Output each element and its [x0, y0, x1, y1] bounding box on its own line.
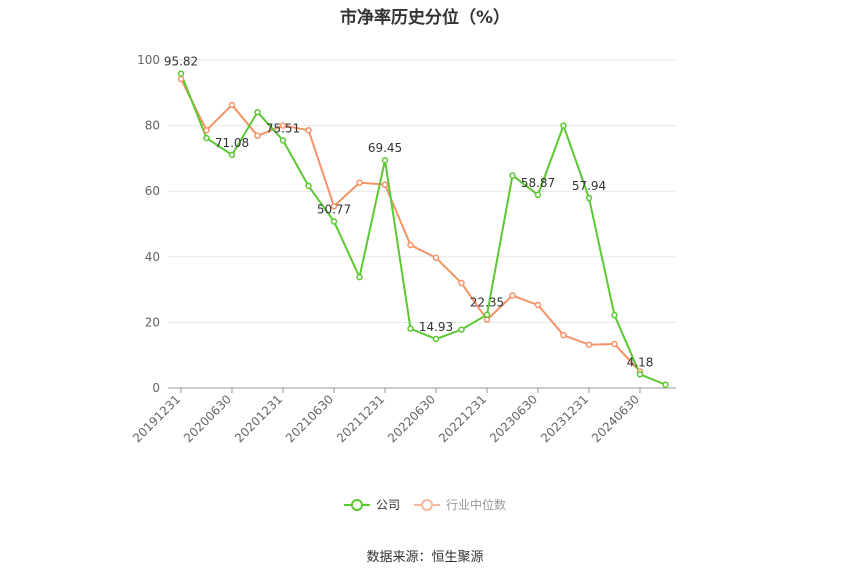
- data-point-company: [356, 273, 363, 281]
- data-label: 95.82: [164, 55, 198, 69]
- data-point-company: [432, 335, 440, 343]
- legend-company-label: 公司: [375, 498, 400, 512]
- data-point-company: [458, 326, 465, 333]
- y-axis: 0 20 40 60 80 100: [137, 53, 160, 395]
- x-tick-label: 20200630: [181, 392, 234, 445]
- data-point-company: [534, 191, 542, 199]
- x-tick-label: 20230630: [487, 392, 540, 445]
- x-axis: 2019123120200630202012312021063020211231…: [130, 387, 676, 445]
- legend-company-swatch: [343, 498, 370, 511]
- y-tick-label: 40: [145, 250, 160, 264]
- data-point-industry: [381, 181, 389, 188]
- x-tick-label: 20240630: [589, 392, 642, 445]
- data-point-industry: [228, 101, 236, 109]
- x-tick-label: 20191231: [130, 392, 183, 445]
- data-point-industry: [458, 279, 465, 287]
- data-label: 69.45: [368, 141, 402, 155]
- x-tick-label: 20231231: [538, 392, 591, 445]
- series-points: [177, 70, 669, 388]
- chart-title: 市净率历史分位（%）: [339, 8, 511, 28]
- data-point-company: [203, 134, 210, 142]
- legend-industry-label: 行业中位数: [446, 498, 507, 512]
- data-point-company: [305, 182, 312, 190]
- data-point-company: [177, 70, 185, 77]
- y-tick-label: 0: [152, 381, 160, 395]
- x-tick-label: 20211231: [334, 392, 387, 445]
- data-point-company: [662, 381, 669, 388]
- data-point-industry: [483, 316, 491, 324]
- y-tick-label: 60: [145, 184, 160, 198]
- legend: 公司 行业中位数: [0, 496, 850, 513]
- x-tick-label: 20220630: [385, 392, 438, 445]
- data-point-company: [585, 194, 593, 202]
- data-point-industry: [585, 341, 593, 348]
- data-point-company: [381, 156, 389, 164]
- data-point-company: [407, 325, 414, 332]
- data-point-industry: [254, 132, 261, 140]
- data-label: 22.35: [470, 296, 504, 310]
- x-tick-label: 20221231: [436, 392, 489, 445]
- data-point-company: [330, 218, 338, 225]
- y-tick-label: 20: [145, 315, 160, 329]
- data-point-industry: [407, 241, 414, 249]
- data-point-company: [636, 371, 644, 378]
- legend-item-company[interactable]: 公司: [343, 496, 400, 513]
- data-labels: 95.82 71.08 75.51 50.77 69.45 14.93 22.35 58.87…: [164, 55, 654, 370]
- data-point-industry: [305, 126, 312, 134]
- data-point-industry: [356, 179, 363, 186]
- data-label: 57.94: [572, 179, 606, 193]
- data-point-industry: [203, 126, 210, 134]
- gridlines: [168, 59, 676, 323]
- data-point-company: [483, 311, 491, 318]
- source-note: 数据来源：恒生聚源: [366, 550, 484, 565]
- data-point-industry: [534, 301, 542, 309]
- x-tick-label: 20201231: [232, 392, 285, 445]
- data-point-industry: [177, 75, 185, 83]
- data-point-industry: [560, 331, 567, 339]
- data-point-company: [560, 122, 567, 129]
- data-point-company: [254, 108, 261, 116]
- data-point-industry: [611, 340, 618, 348]
- data-point-industry: [509, 292, 516, 299]
- data-point-industry: [279, 122, 287, 129]
- data-label: 75.51: [266, 121, 300, 135]
- y-tick-label: 100: [137, 53, 160, 67]
- data-label: 58.87: [521, 176, 555, 190]
- series-lines: [180, 73, 666, 386]
- data-label: 14.93: [419, 320, 453, 334]
- data-point-company: [228, 151, 236, 159]
- data-label: 50.77: [317, 202, 351, 216]
- x-tick-label: 20210630: [283, 392, 336, 445]
- data-label: 71.08: [215, 136, 249, 150]
- data-point-industry: [330, 203, 338, 210]
- y-tick-label: 80: [145, 119, 160, 133]
- data-label: 4.18: [627, 355, 654, 369]
- data-point-company: [611, 311, 618, 319]
- legend-industry-swatch: [414, 498, 440, 511]
- legend-item-industry[interactable]: 行业中位数: [414, 496, 506, 513]
- data-point-company: [279, 137, 287, 144]
- data-point-industry: [432, 254, 440, 262]
- series-line-company: [180, 73, 666, 386]
- data-point-company: [509, 172, 516, 179]
